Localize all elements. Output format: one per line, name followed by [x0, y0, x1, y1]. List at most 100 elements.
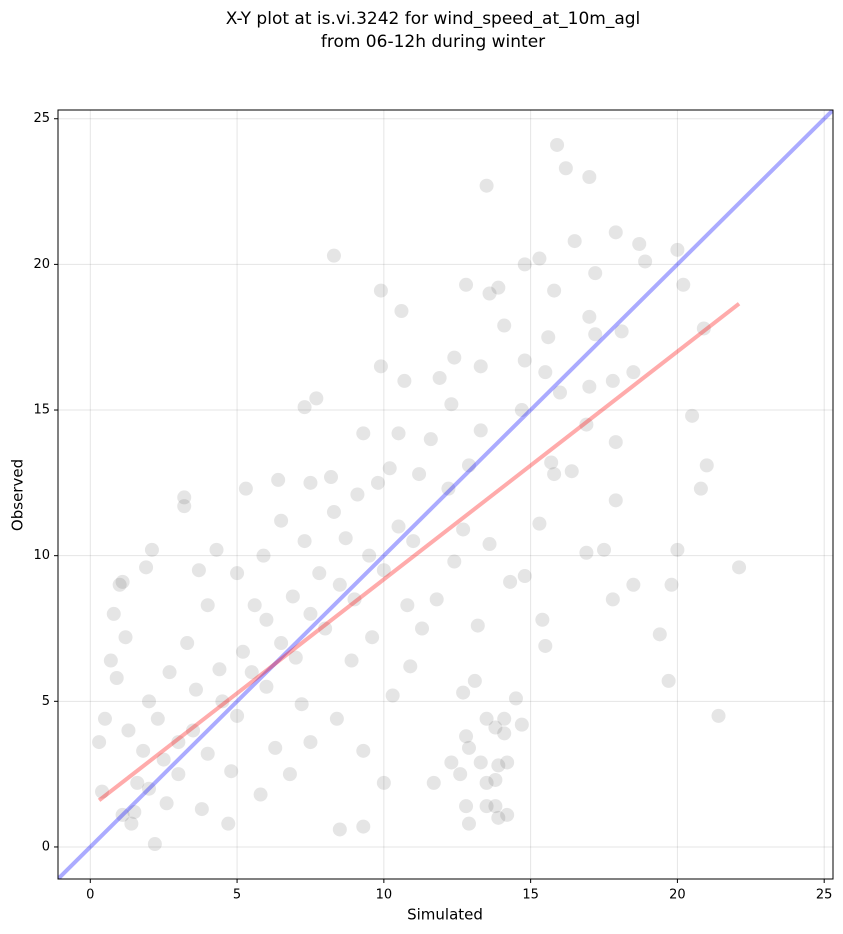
scatter-point	[638, 254, 653, 269]
scatter-point	[412, 467, 427, 482]
scatter-point	[482, 286, 497, 301]
scatter-point	[459, 799, 474, 814]
x-tick-label: 15	[522, 888, 539, 903]
scatter-point	[212, 662, 227, 677]
y-tick-label: 25	[33, 111, 50, 126]
scatter-point	[564, 464, 579, 479]
scatter-point	[552, 385, 567, 400]
scatter-point	[488, 799, 503, 814]
scatter-point	[347, 592, 362, 607]
scatter-point	[497, 318, 512, 333]
scatter-point	[685, 408, 700, 423]
y-tick-label: 0	[42, 839, 50, 854]
scatter-point	[441, 481, 456, 496]
scatter-point	[491, 758, 506, 773]
scatter-point	[362, 548, 377, 563]
scatter-point	[579, 545, 594, 560]
scatter-point	[491, 280, 506, 295]
scatter-point	[456, 522, 471, 537]
fit-line	[97, 302, 741, 802]
scatter-point	[303, 735, 318, 750]
scatter-point	[224, 764, 239, 779]
y-axis-label: Observed	[9, 459, 27, 531]
scatter-point	[538, 365, 553, 380]
scatter-point	[130, 775, 145, 790]
scatter-point	[541, 330, 556, 345]
scatter-point	[332, 822, 347, 837]
scatter-point	[544, 455, 559, 470]
scatter-point	[711, 708, 726, 723]
scatter-point	[186, 723, 201, 738]
scatter-point	[171, 767, 186, 782]
scatter-point	[238, 481, 253, 496]
scatter-point	[676, 277, 691, 292]
scatter-point	[303, 475, 318, 490]
scatter-point	[230, 566, 245, 581]
scatter-point	[112, 577, 127, 592]
scatter-point	[579, 417, 594, 432]
scatter-point	[297, 534, 312, 549]
axes-frame	[57, 109, 834, 880]
scatter-point	[517, 353, 532, 368]
scatter-point	[696, 321, 711, 336]
scatter-point	[303, 606, 318, 621]
scatter-point	[382, 461, 397, 476]
scatter-point	[473, 359, 488, 374]
scatter-point	[370, 475, 385, 490]
scatter-point	[467, 673, 482, 688]
scatter-point	[488, 720, 503, 735]
scatter-point	[326, 504, 341, 519]
scatter-point	[479, 178, 494, 193]
scatter-point	[461, 816, 476, 831]
scatter-point	[144, 542, 159, 557]
scatter-point	[159, 796, 174, 811]
scatter-point	[532, 516, 547, 531]
scatter-point	[597, 542, 612, 557]
scatter-point	[338, 531, 353, 546]
scatter-point	[550, 137, 565, 152]
scatter-point	[403, 659, 418, 674]
scatter-point	[221, 816, 236, 831]
scatter-point	[200, 598, 215, 613]
scatter-point	[461, 740, 476, 755]
scatter-point	[532, 251, 547, 266]
scatter-point	[470, 618, 485, 633]
scatter-point	[517, 569, 532, 584]
scatter-point	[391, 426, 406, 441]
scatter-point	[215, 694, 230, 709]
scatter-point	[344, 653, 359, 668]
scatter-point	[514, 403, 529, 418]
x-tick-label: 10	[376, 888, 393, 903]
x-axis-label: Simulated	[407, 906, 483, 924]
x-tick-label: 5	[233, 888, 241, 903]
scatter-point	[230, 708, 245, 723]
scatter-point	[456, 685, 471, 700]
scatter-point	[162, 665, 177, 680]
scatter-point	[194, 802, 209, 817]
scatter-point	[626, 577, 641, 592]
scatter-point	[394, 303, 409, 318]
scatter-point	[608, 435, 623, 450]
scatter-point	[558, 161, 573, 176]
scatter-point	[271, 472, 286, 487]
scatter-point	[514, 717, 529, 732]
scatter-point	[491, 810, 506, 825]
scatter-point	[538, 638, 553, 653]
scatter-point	[497, 711, 512, 726]
scatter-point	[256, 548, 271, 563]
scatter-point	[121, 723, 136, 738]
scatter-point	[150, 711, 165, 726]
scatter-point	[297, 400, 312, 415]
scatter-point	[180, 636, 195, 651]
scatter-point	[253, 787, 268, 802]
scatter-point	[118, 630, 133, 645]
scatter-point	[632, 236, 647, 251]
scatter-point	[356, 426, 371, 441]
scatter-point	[124, 816, 139, 831]
scatter-point	[282, 767, 297, 782]
scatter-point	[503, 574, 518, 589]
chart-title: X-Y plot at is.vi.3242 for wind_speed_at…	[226, 9, 641, 29]
scatter-point	[582, 309, 597, 324]
scatter-point	[171, 735, 186, 750]
